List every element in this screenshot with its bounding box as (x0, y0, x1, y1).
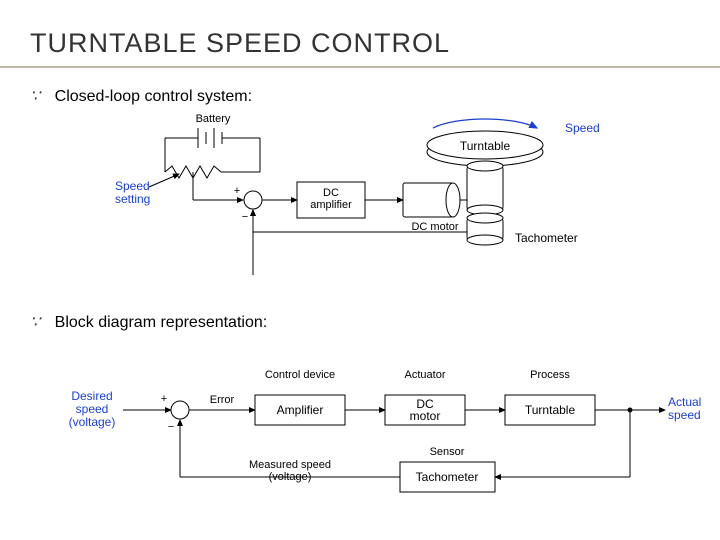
desired-speed-label: Desiredspeed(voltage) (69, 389, 116, 429)
figure-block-diagram: Desiredspeed(voltage) + − Error Control … (30, 0, 710, 540)
actual-speed-label: Actualspeed (668, 395, 701, 422)
control-device-header: Control device (265, 369, 335, 381)
actuator-header: Actuator (405, 369, 446, 381)
tachometer-label: Tachometer (416, 470, 479, 484)
process-header: Process (530, 369, 570, 381)
turntable-label: Turntable (525, 403, 576, 417)
minus-label: − (168, 421, 174, 433)
summing-node-icon (171, 401, 189, 419)
sensor-header: Sensor (430, 446, 465, 458)
plus-label: + (161, 393, 167, 405)
amplifier-label: Amplifier (277, 403, 324, 417)
error-label: Error (210, 394, 235, 406)
measured-speed-label: Measured speed(voltage) (249, 459, 331, 483)
